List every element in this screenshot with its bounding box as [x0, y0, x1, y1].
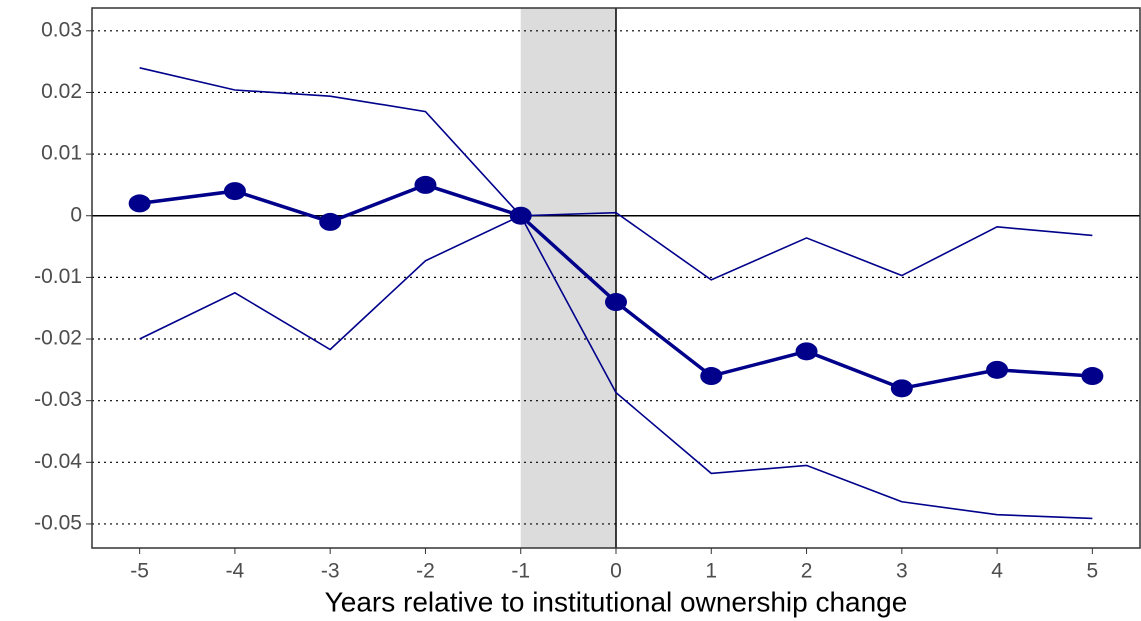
- y-tick-label: -0.02: [34, 327, 82, 350]
- point: [700, 367, 723, 386]
- x-tick-label: -2: [416, 560, 435, 583]
- point: [1081, 367, 1104, 386]
- x-tick-label: 3: [896, 560, 908, 583]
- point: [986, 360, 1009, 379]
- series-line: [139, 214, 1093, 520]
- series-line: [139, 67, 1093, 281]
- point: [795, 342, 818, 361]
- y-tick-label: -0.01: [34, 265, 82, 288]
- x-tick-label: 1: [705, 560, 717, 583]
- y-tick-label: 0.03: [41, 18, 82, 41]
- x-axis-label: Years relative to institutional ownershi…: [325, 586, 908, 617]
- y-tick-label: 0: [70, 203, 82, 226]
- panel-border: [91, 7, 1141, 549]
- point: [223, 182, 246, 201]
- y-tick-label: 0.01: [41, 142, 82, 165]
- x-tick-label: 0: [610, 560, 622, 583]
- point: [128, 194, 151, 213]
- y-tick-label: -0.05: [34, 512, 82, 535]
- x-tick-label: 2: [801, 560, 813, 583]
- y-tick-label: -0.04: [34, 450, 82, 473]
- x-tick-label: -5: [130, 560, 149, 583]
- x-tick-label: 4: [991, 560, 1003, 583]
- x-tick-label: 5: [1087, 560, 1099, 583]
- shaded-region: [520, 8, 616, 548]
- x-tick-label: -4: [226, 560, 245, 583]
- y-tick-label: 0.02: [41, 80, 82, 103]
- point: [890, 379, 913, 398]
- x-tick-label: -3: [321, 560, 340, 583]
- point: [319, 212, 342, 231]
- x-tick-label: -1: [511, 560, 530, 583]
- point: [605, 293, 627, 312]
- y-tick-label: -0.03: [34, 388, 82, 411]
- point: [414, 175, 437, 194]
